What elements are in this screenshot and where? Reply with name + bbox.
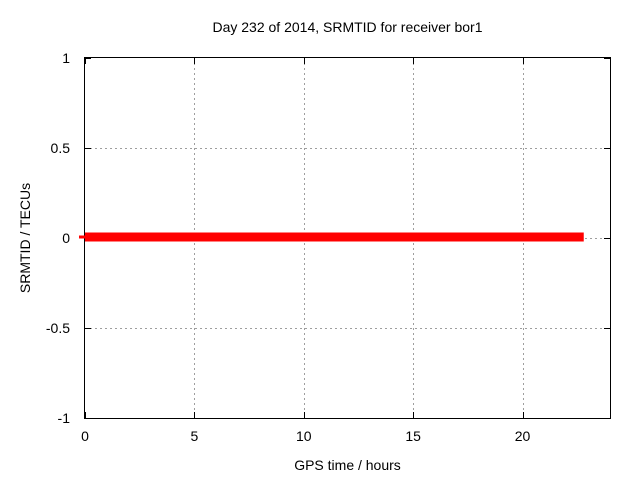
x-axis-title: GPS time / hours	[294, 457, 401, 473]
series-line-start-cap	[79, 235, 85, 239]
x-tick-label: 10	[296, 428, 312, 444]
x-tick-label: 5	[190, 428, 198, 444]
x-tick-label: 0	[81, 428, 89, 444]
y-tick-label: 0.5	[51, 140, 71, 156]
chart-title: Day 232 of 2014, SRMTID for receiver bor…	[212, 19, 483, 35]
x-tick-label: 20	[515, 428, 531, 444]
y-tick-label: -0.5	[46, 320, 70, 336]
x-tick-label: 15	[405, 428, 421, 444]
y-tick-label: 1	[62, 50, 70, 66]
y-tick-label: -1	[58, 410, 71, 426]
y-tick-label: 0	[62, 230, 70, 246]
